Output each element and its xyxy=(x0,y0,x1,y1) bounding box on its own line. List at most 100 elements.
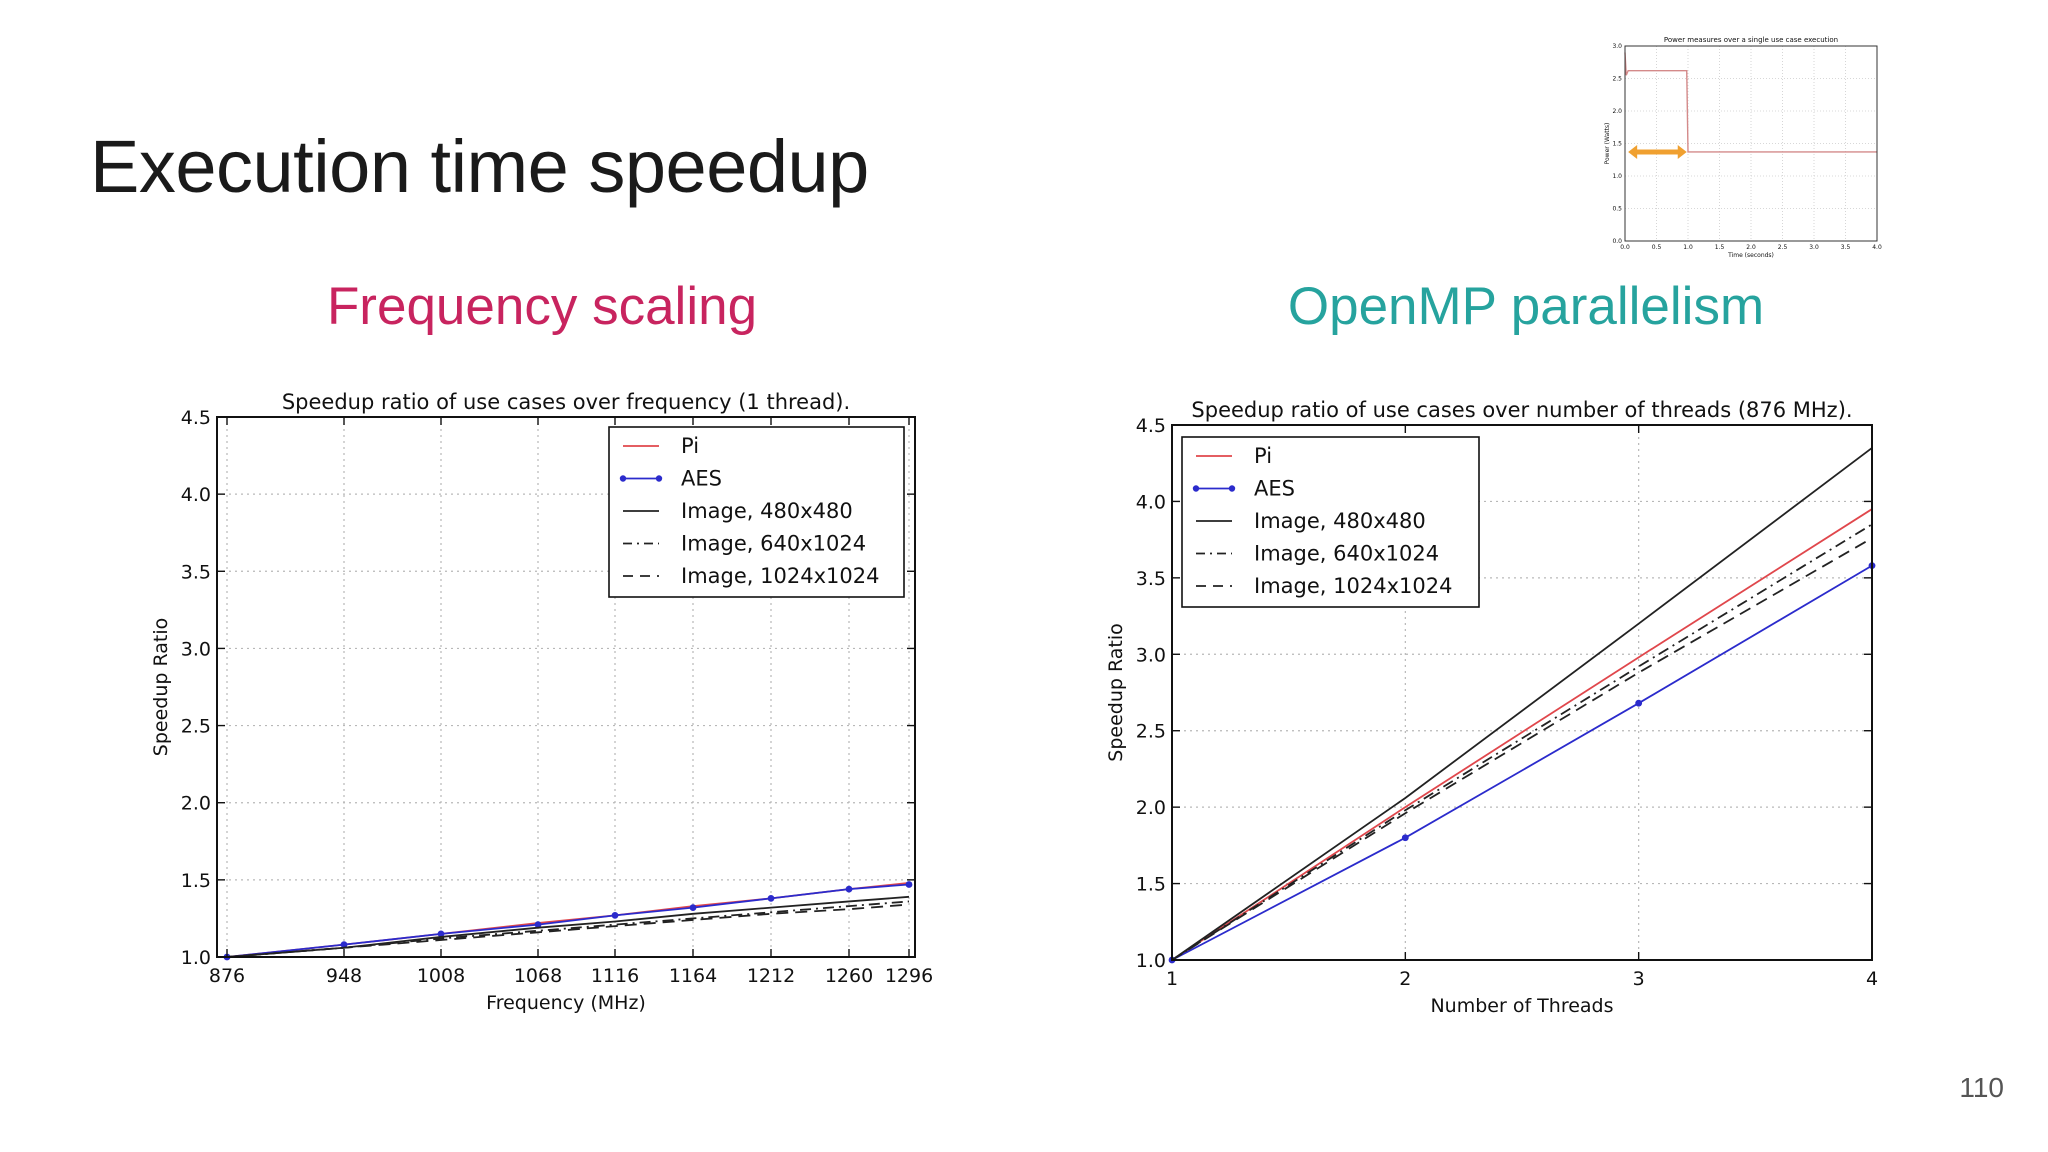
legend-label: Image, 640x1024 xyxy=(681,532,866,556)
y-tick-label: 1.5 xyxy=(181,870,211,892)
y-tick-label: 2.5 xyxy=(1136,721,1166,743)
data-point xyxy=(905,881,913,888)
legend-label: Image, 1024x1024 xyxy=(1254,574,1452,598)
legend-label: AES xyxy=(1254,477,1295,501)
thumb-y-tick-label: 0.5 xyxy=(1612,206,1622,213)
arrow-head-left xyxy=(1628,144,1638,159)
thumb-x-tick-label: 3.0 xyxy=(1809,244,1819,251)
thumb-x-tick-label: 0.5 xyxy=(1652,244,1662,251)
series-line xyxy=(226,903,910,958)
y-tick-label: 3.0 xyxy=(1136,644,1166,666)
chart-title: Speedup ratio of use cases over frequenc… xyxy=(282,390,850,414)
x-tick-label: 3 xyxy=(1633,968,1645,990)
arrow-head-right xyxy=(1677,144,1687,159)
y-tick-label: 4.0 xyxy=(181,484,211,506)
x-tick-label: 1008 xyxy=(417,965,465,987)
legend-label: Image, 1024x1024 xyxy=(681,564,879,588)
y-tick-label: 3.5 xyxy=(181,561,211,583)
y-axis-label: Speedup Ratio xyxy=(1105,623,1127,761)
thumb-y-tick-label: 3.0 xyxy=(1612,43,1622,50)
data-point xyxy=(340,941,348,949)
y-tick-label: 2.0 xyxy=(1136,797,1166,819)
series-line xyxy=(226,895,910,958)
legend-label: Image, 480x480 xyxy=(1254,509,1426,533)
data-point xyxy=(767,894,775,902)
x-tick-label: 1260 xyxy=(825,965,873,987)
axes-frame xyxy=(216,416,916,958)
thumb-y-tick-label: 2.0 xyxy=(1612,108,1622,115)
data-point xyxy=(1401,834,1409,842)
y-tick-label: 2.5 xyxy=(181,716,211,738)
openmp-parallelism-heading: OpenMP parallelism xyxy=(1287,277,1765,336)
data-point xyxy=(534,921,542,928)
frequency-scaling-heading: Frequency scaling xyxy=(326,277,758,336)
frequency-chart-group: 1.0 1.5 2.0 2.5 3.0 3.5 4.0 4.5 876 948 1008 1068 11… xyxy=(150,390,933,1014)
thumb-x-tick-label: 2.5 xyxy=(1778,244,1788,251)
thumb-y-axis-label: Power (Watts) xyxy=(1604,123,1611,165)
x-tick-label: 1068 xyxy=(514,965,562,987)
y-tick-label: 1.5 xyxy=(1136,874,1166,896)
thumb-y-tick-label: 1.5 xyxy=(1612,141,1622,148)
y-tick-label: 4.5 xyxy=(181,407,211,429)
legend-label: Image, 480x480 xyxy=(681,499,853,523)
legend-label: Pi xyxy=(681,434,699,458)
series-line xyxy=(226,900,910,958)
thumb-y-tick-label: 2.5 xyxy=(1612,76,1622,83)
thumb-title: Power measures over a single use case ex… xyxy=(1664,36,1838,44)
data-point xyxy=(437,930,445,938)
thumb-x-tick-label: 2.0 xyxy=(1746,244,1756,251)
legend-box xyxy=(1181,436,1480,608)
threads-chart-group: 1.0 1.5 2.0 2.5 3.0 3.5 4.0 4.5 1 2 3 4 Speedup rati… xyxy=(1105,398,1878,1017)
legend-marker xyxy=(619,475,627,482)
x-tick-label: 1116 xyxy=(591,965,639,987)
chart-title: Speedup ratio of use cases over number o… xyxy=(1191,398,1852,422)
series-line xyxy=(1171,447,1873,961)
thumb-x-tick-label: 0.0 xyxy=(1620,244,1630,251)
legend-marker xyxy=(1228,485,1236,492)
legend-label: Image, 640x1024 xyxy=(1254,542,1439,566)
legend-marker xyxy=(1192,485,1200,492)
y-tick-label: 2.0 xyxy=(181,793,211,815)
series-line xyxy=(1171,564,1873,961)
y-tick-label: 4.0 xyxy=(1136,491,1166,513)
power-series-line xyxy=(1624,52,1877,153)
x-tick-label: 1296 xyxy=(885,965,933,987)
y-tick-label: 1.0 xyxy=(1136,950,1166,972)
y-tick-label: 3.0 xyxy=(181,638,211,660)
power-thumbnail-chart: 0.0 0.5 1.0 1.5 2.0 2.5 3.0 0.0 0.5 1.0 1.5 2.0 2.5 3… xyxy=(1604,36,1882,259)
thumb-x-axis-label: Time (seconds) xyxy=(1727,252,1774,259)
legend-marker xyxy=(655,475,663,482)
y-axis-label: Speedup Ratio xyxy=(150,618,172,756)
legend-box xyxy=(608,426,905,598)
axes-frame xyxy=(1171,424,1873,961)
thumb-axes-frame xyxy=(1624,45,1878,242)
legend-label: AES xyxy=(681,467,722,491)
data-point xyxy=(611,911,619,919)
y-tick-label: 1.0 xyxy=(181,947,211,969)
y-tick-label: 4.5 xyxy=(1136,415,1166,437)
data-point xyxy=(689,904,697,912)
thumb-y-tick-label: 1.0 xyxy=(1612,173,1622,180)
x-tick-label: 4 xyxy=(1866,968,1878,990)
y-tick-label: 3.5 xyxy=(1136,568,1166,590)
series-line xyxy=(1171,523,1873,961)
x-tick-label: 1212 xyxy=(747,965,795,987)
series-line xyxy=(1171,537,1873,961)
page-number: 110 xyxy=(1959,1072,2004,1103)
thumb-x-tick-label: 3.5 xyxy=(1841,244,1851,251)
thumb-x-tick-label: 1.0 xyxy=(1683,244,1693,251)
series-line xyxy=(1171,508,1873,961)
x-tick-label: 2 xyxy=(1399,968,1411,990)
legend-label: Pi xyxy=(1254,444,1272,468)
x-axis-label: Frequency (MHz) xyxy=(486,992,646,1014)
thumb-x-tick-label: 1.5 xyxy=(1715,244,1725,251)
x-tick-label: 948 xyxy=(326,965,362,987)
thumb-x-tick-label: 4.0 xyxy=(1872,244,1882,251)
x-tick-label: 1 xyxy=(1166,968,1178,990)
thumb-y-tick-label: 0.0 xyxy=(1612,238,1622,245)
x-tick-label: 876 xyxy=(209,965,245,987)
x-axis-label: Number of Threads xyxy=(1430,995,1613,1017)
x-tick-label: 1164 xyxy=(669,965,717,987)
data-point xyxy=(845,885,853,893)
